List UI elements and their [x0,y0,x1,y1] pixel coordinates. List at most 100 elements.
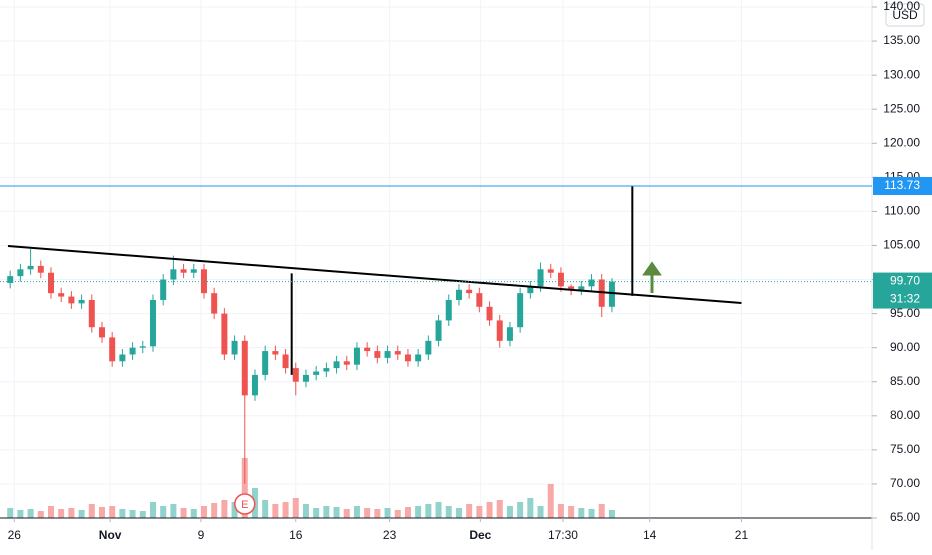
candle-body [486,306,493,321]
volume-bar [7,508,14,518]
volume-bar [47,506,54,518]
candle-body [608,281,615,307]
horizontal-line-label: 113.73 [884,178,920,192]
candle-body [170,269,177,280]
candle-body [323,368,330,372]
candle-body [211,293,218,314]
candle-body [7,276,14,283]
candle-body [568,286,575,290]
volume-bar [272,504,279,518]
volume-bar [68,508,75,518]
x-tick-label: 14 [643,528,657,542]
y-tick-label: 85.00 [890,374,920,388]
volume-bar [598,504,605,518]
volume-bar [608,510,615,518]
candle-body [527,286,534,294]
volume-bar [486,502,493,518]
y-tick-label: 90.00 [890,340,920,354]
y-tick-label: 120.00 [883,135,920,149]
horizontal-line-label-box [873,176,932,195]
volume-bar [506,506,513,518]
last-price-box [873,272,932,309]
x-tick-label: 23 [383,528,397,542]
volume-bar [496,500,503,518]
y-tick-label: 70.00 [890,476,920,490]
earnings-label[interactable]: E [241,499,248,511]
candle-body [425,340,432,355]
candle-body [27,265,34,270]
y-tick-label: 110.00 [884,204,920,218]
currency-label[interactable]: USD [892,8,918,22]
candle-body [109,337,116,362]
candle-body [37,265,44,273]
candle-body [557,272,564,287]
x-tick-label: 16 [289,528,303,542]
candle-body [58,293,65,297]
candle-body [98,327,105,338]
candle-body [374,351,381,358]
volume-bar [98,507,105,518]
volume-bar [517,502,524,518]
volume-bar [190,509,197,518]
candle-body [292,368,299,382]
x-tick-label: 26 [8,528,22,542]
volume-bar [262,500,269,518]
trendline [7,245,742,305]
candle-body [17,269,24,277]
x-tick-label: 17:30 [548,528,578,542]
candle-body [394,351,401,355]
candle-body [68,296,75,304]
candle-body [384,351,391,358]
volume-bar [37,511,44,518]
x-tick-label: 21 [735,528,749,542]
volume-bar [109,506,116,518]
candle-body [333,361,340,369]
candle-body [364,347,371,352]
candle-body [506,327,513,341]
volume-bar [139,511,146,518]
volume-bar [466,504,473,518]
volume-bar [343,509,350,518]
earnings-marker[interactable] [234,493,256,515]
volume-bar [537,506,544,518]
y-tick-label: 95.00 [890,306,920,320]
candle-body [47,272,54,294]
candle-body [180,269,187,273]
volume-bar [476,506,483,518]
volume-bar [568,506,575,518]
volume-bar [394,510,401,518]
countdown-label: 31:32 [890,292,920,306]
candle-body [476,293,483,307]
candle-body [282,354,289,369]
volume-bar [333,507,340,518]
currency-box[interactable] [885,3,925,27]
volume-bar [313,508,320,518]
volume-bar [302,504,309,518]
volume-bar [527,498,534,518]
candle-body [160,279,167,300]
y-tick-label: 65.00 [890,510,920,524]
volume-bar [78,510,85,518]
volume-bar [404,507,411,518]
candle-body [119,354,126,362]
x-tick-label: Nov [99,528,122,542]
volume-bar [364,508,371,518]
candle-body [353,347,360,365]
candle-body [272,351,279,355]
volume-bar [292,498,299,518]
volume-bar [455,508,462,518]
candle-body [241,340,248,396]
volume-bar [17,510,24,518]
volume-bar [425,504,432,518]
candle-body [445,299,452,321]
volume-bar [27,509,34,518]
volume-bar [547,484,554,518]
volume-bar [588,509,595,518]
candle-body [313,371,320,375]
candle-body [466,289,473,294]
volume-bar [129,510,136,518]
candle-body [578,286,585,290]
volume-bar [435,502,442,518]
